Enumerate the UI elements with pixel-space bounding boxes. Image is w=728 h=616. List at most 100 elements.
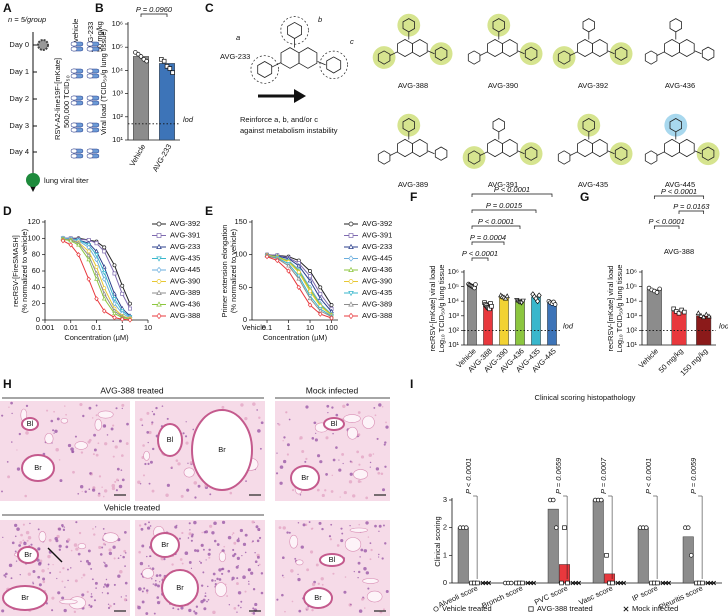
compound-label: AVG-391 (488, 180, 518, 189)
tissue-texture (331, 474, 334, 477)
p-value: P = 0.0015 (486, 201, 523, 210)
data-point (275, 257, 280, 264)
data-point (86, 276, 91, 282)
tissue-texture (188, 532, 192, 536)
airspace (289, 534, 299, 549)
p-value: P < 0.0001 (462, 249, 498, 258)
pill-icon (70, 122, 78, 128)
tissue-texture (207, 599, 210, 601)
ring (397, 138, 413, 158)
tissue-texture (148, 521, 150, 524)
vehicle-label: vehicle (71, 19, 80, 42)
tissue-texture (195, 605, 199, 608)
x-tick-label: 1 (286, 323, 290, 332)
tissue-texture (11, 541, 15, 545)
tissue-texture (16, 467, 21, 471)
data-point (307, 278, 313, 283)
ring (377, 150, 391, 165)
tissue-texture (187, 537, 190, 539)
tissue-texture (290, 569, 294, 573)
tissue-texture (275, 472, 279, 475)
tissue-texture (101, 592, 104, 594)
tissue-texture (367, 587, 370, 590)
data-point (296, 270, 301, 275)
data-point (308, 274, 312, 279)
tissue-texture (335, 413, 339, 417)
panel-label: C (205, 1, 214, 15)
tissue-texture (62, 567, 65, 570)
day-label: Day 2 (9, 94, 29, 103)
y-tick-label: 10⁵ (448, 282, 459, 291)
y-tick-label: 10⁵ (626, 282, 637, 291)
data-point (552, 302, 558, 307)
tissue-texture (137, 605, 141, 610)
tissue-texture (93, 448, 97, 452)
tissue-texture (348, 480, 353, 484)
highlight (397, 13, 421, 37)
tissue-texture (88, 488, 91, 491)
tissue-texture (185, 421, 187, 423)
tissue-texture (378, 524, 382, 528)
tissue-texture (193, 610, 196, 613)
tissue-texture (88, 438, 92, 442)
tissue-texture (85, 559, 89, 563)
tissue-texture (20, 533, 23, 537)
legend-label: Vehicle treated (442, 604, 492, 613)
tissue-texture (147, 462, 150, 465)
data-point (695, 310, 702, 316)
tissue-texture (88, 406, 92, 410)
tissue-texture (381, 488, 386, 492)
highlight (577, 113, 601, 137)
tissue-texture (180, 606, 184, 610)
tissue-texture (209, 493, 212, 496)
tissue-texture (54, 429, 58, 434)
compound-label: AVG-389 (398, 180, 428, 189)
data-point (433, 606, 439, 612)
tissue-texture (106, 592, 109, 595)
tissue-texture (29, 522, 31, 525)
tissue-texture (41, 569, 45, 573)
significance-bracket (471, 193, 553, 197)
tissue-texture (178, 537, 181, 540)
tissue-texture (300, 545, 304, 549)
data-point (329, 303, 334, 307)
airspace (344, 537, 362, 552)
data-point (264, 254, 270, 260)
panel-label: G (580, 190, 589, 204)
tissue-texture (73, 543, 78, 547)
highlight (462, 146, 486, 169)
ring (492, 118, 505, 133)
tissue-texture (297, 573, 299, 575)
tissue-texture (89, 472, 92, 475)
tissue-texture (64, 586, 66, 588)
tissue-texture (67, 579, 69, 582)
data-point (286, 263, 291, 268)
data-point (473, 282, 478, 287)
tissue-texture (101, 486, 103, 488)
tissue-texture (357, 570, 361, 574)
tissue-texture (203, 530, 207, 534)
tissue-texture (190, 539, 193, 542)
highlight (397, 113, 421, 137)
tissue-texture (260, 591, 264, 595)
legend-label: AVG-388 (362, 311, 392, 320)
tissue-texture (39, 559, 43, 563)
tissue-texture (151, 567, 155, 571)
tissue-texture (51, 596, 55, 600)
significance-bracket (471, 257, 489, 261)
y-tick-label: 0 (243, 315, 247, 324)
tissue-texture (350, 603, 352, 606)
pill-icon (86, 127, 94, 133)
tissue-texture (324, 489, 327, 492)
tissue-texture (276, 598, 279, 601)
data-point (94, 248, 99, 254)
tissue-texture (95, 526, 97, 528)
y-tick-label: 10⁶ (626, 267, 637, 276)
ring (582, 118, 595, 133)
ring (644, 50, 658, 65)
tissue-texture (80, 560, 82, 563)
vessel (303, 587, 333, 609)
tissue-texture (138, 524, 142, 527)
tissue-texture (358, 523, 361, 526)
significance-bracket (140, 13, 168, 17)
